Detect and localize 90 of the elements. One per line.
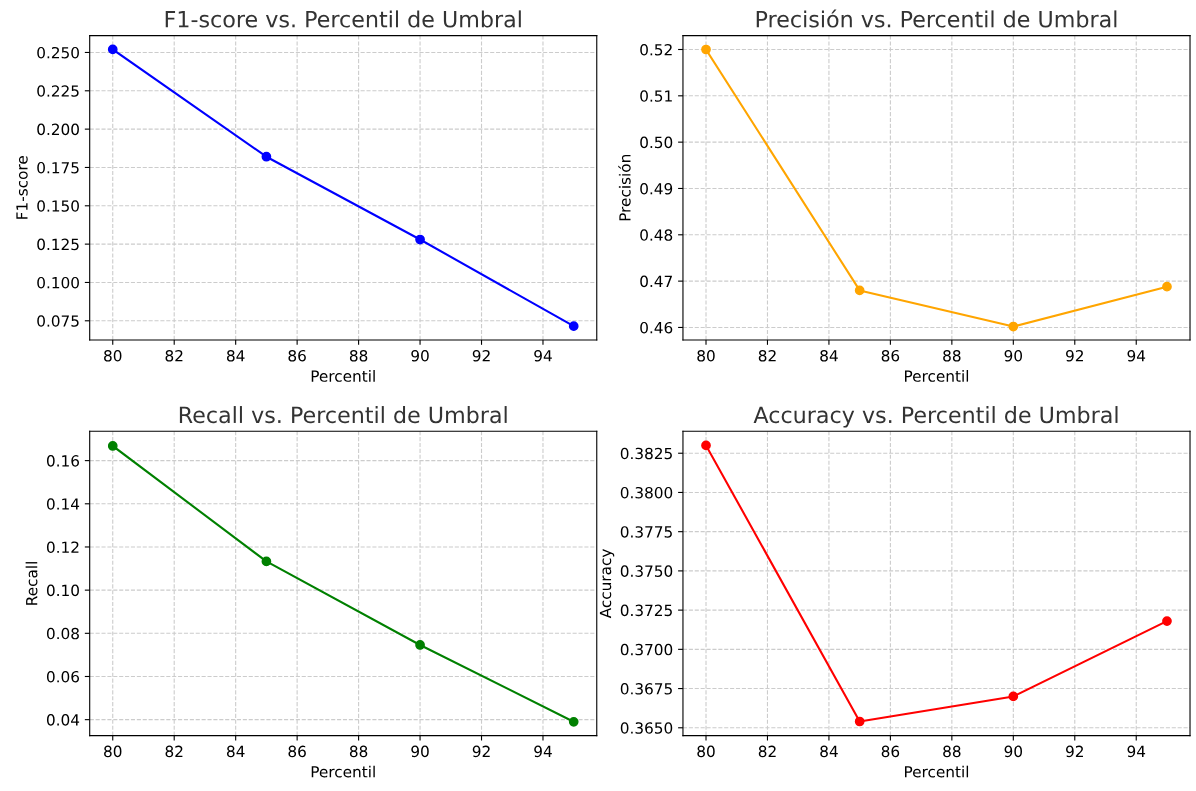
y-tick-label: 0.49 xyxy=(640,182,673,195)
x-tick-label: 80 xyxy=(104,745,122,758)
point xyxy=(415,640,425,650)
y-tick-label: 0.08 xyxy=(46,627,79,640)
y-tick-label: 0.3650 xyxy=(620,722,673,734)
y-tick-label: 0.16 xyxy=(46,455,80,467)
y-tick-label: 0.3775 xyxy=(620,526,672,538)
y-tick-label: 0.250 xyxy=(37,46,79,59)
x-tick-label: 86 xyxy=(288,745,306,758)
x-tick-label: 82 xyxy=(165,349,183,362)
y-tick-label: 0.200 xyxy=(37,123,79,136)
y-axis-title: Precisión xyxy=(618,154,631,221)
x-tick-label: 94 xyxy=(1127,349,1146,362)
x-tick-label: 80 xyxy=(104,349,122,362)
x-tick-label: 86 xyxy=(881,349,900,362)
y-tick-label: 0.225 xyxy=(37,85,79,97)
y-tick-label: 0.47 xyxy=(640,275,672,288)
point xyxy=(1162,616,1172,626)
x-tick-label: 86 xyxy=(288,349,306,362)
y-tick-label: 0.06 xyxy=(46,670,80,683)
chart-title: Accuracy vs. Percentil de Umbral xyxy=(753,406,1118,428)
x-axis-title: Percentil xyxy=(311,370,375,382)
x-tick-label: 84 xyxy=(226,349,245,362)
point xyxy=(701,44,711,55)
y-tick-label: 0.3725 xyxy=(620,604,672,617)
x-tick-label: 92 xyxy=(1066,745,1083,758)
x-tick-label: 94 xyxy=(534,349,552,362)
x-tick-label: 82 xyxy=(165,745,183,758)
y-axis-title: Accuracy xyxy=(599,549,615,619)
x-tick-label: 88 xyxy=(349,745,368,758)
y-tick-label: 0.150 xyxy=(37,200,79,212)
point xyxy=(261,556,272,567)
point xyxy=(261,151,272,162)
y-tick-label: 0.52 xyxy=(640,43,672,56)
x-tick-label: 92 xyxy=(472,745,490,758)
y-tick-label: 0.48 xyxy=(640,229,673,241)
x-tick-label: 90 xyxy=(1004,745,1023,758)
x-tick-label: 94 xyxy=(1127,745,1146,758)
y-tick-label: 0.50 xyxy=(640,136,673,149)
x-tick-label: 80 xyxy=(697,349,715,362)
x-tick-label: 88 xyxy=(349,349,368,362)
y-tick-label: 0.175 xyxy=(37,161,79,174)
y-tick-label: 0.04 xyxy=(46,714,80,726)
point xyxy=(568,716,579,727)
x-tick-label: 90 xyxy=(411,349,429,362)
y-tick-label: 0.100 xyxy=(37,276,79,289)
x-tick-label: 94 xyxy=(534,745,552,758)
x-tick-label: 90 xyxy=(411,745,429,758)
x-tick-label: 92 xyxy=(472,349,490,362)
point xyxy=(107,44,118,55)
point xyxy=(701,440,711,451)
y-tick-label: 0.3825 xyxy=(620,447,672,460)
x-tick-label: 88 xyxy=(943,745,961,758)
y-axis-title: F1-score xyxy=(16,156,28,219)
point xyxy=(107,441,118,451)
x-tick-label: 86 xyxy=(881,745,900,758)
chart-title: Recall vs. Percentil de Umbral xyxy=(179,406,507,424)
x-tick-label: 82 xyxy=(758,745,776,758)
y-tick-label: 0.12 xyxy=(46,541,79,553)
x-tick-label: 90 xyxy=(1004,349,1023,362)
point xyxy=(1162,281,1172,292)
y-tick-label: 0.14 xyxy=(46,498,80,510)
x-axis-title: Percentil xyxy=(311,765,375,778)
y-tick-label: 0.46 xyxy=(640,321,673,334)
y-tick-label: 0.10 xyxy=(46,584,79,597)
x-tick-label: 84 xyxy=(226,745,245,758)
x-axis-title: Percentil xyxy=(905,370,969,382)
point xyxy=(568,321,579,332)
point xyxy=(1008,691,1019,702)
x-tick-label: 82 xyxy=(758,349,776,362)
y-tick-label: 0.51 xyxy=(640,90,672,102)
x-tick-label: 84 xyxy=(820,745,838,758)
y-tick-label: 0.075 xyxy=(37,315,79,327)
x-tick-label: 92 xyxy=(1066,349,1083,362)
y-tick-label: 0.3675 xyxy=(620,683,672,695)
x-tick-label: 84 xyxy=(820,349,838,362)
point xyxy=(854,285,865,296)
chart-title: F1-score vs. Percentil de Umbral xyxy=(165,10,521,28)
point xyxy=(415,234,425,245)
x-tick-label: 88 xyxy=(943,349,961,362)
y-axis-title: Recall xyxy=(25,562,38,605)
x-tick-label: 80 xyxy=(697,745,715,758)
y-tick-label: 0.3750 xyxy=(620,565,673,577)
y-tick-label: 0.125 xyxy=(37,238,79,251)
x-axis-title: Percentil xyxy=(905,765,969,778)
y-tick-label: 0.3800 xyxy=(620,486,673,499)
point xyxy=(854,716,865,727)
point xyxy=(1008,321,1019,332)
chart-title: Precisión vs. Percentil de Umbral xyxy=(756,9,1117,28)
y-tick-label: 0.3700 xyxy=(620,643,673,656)
